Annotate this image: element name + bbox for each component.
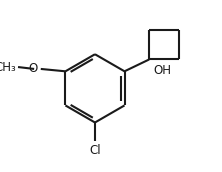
Text: O: O [29,62,38,76]
Text: CH₃: CH₃ [0,61,16,74]
Text: Cl: Cl [89,144,101,157]
Text: OH: OH [153,64,171,77]
